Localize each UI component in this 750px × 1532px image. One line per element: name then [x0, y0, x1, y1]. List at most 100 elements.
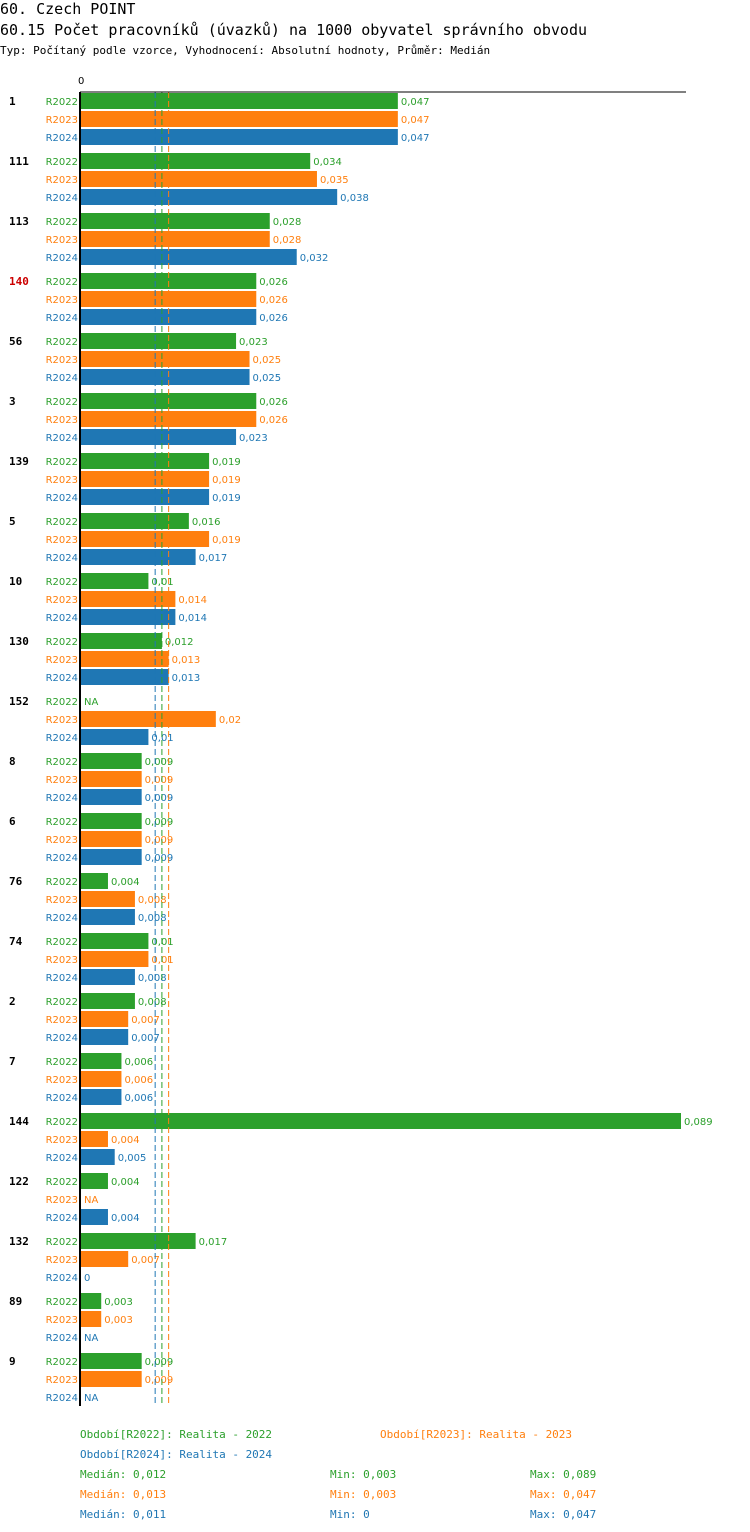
series-label: R2024	[46, 193, 78, 204]
bar	[81, 633, 162, 649]
group-label: 140	[9, 275, 29, 288]
series-label: R2022	[46, 697, 78, 708]
data-label: 0,017	[199, 1237, 228, 1248]
series-label: R2024	[46, 1033, 78, 1044]
data-label: 0,008	[138, 997, 167, 1008]
bar	[81, 651, 169, 667]
data-label: 0,034	[313, 157, 342, 168]
series-label: R2024	[46, 733, 78, 744]
series-label: R2024	[46, 1393, 78, 1404]
bar	[81, 453, 210, 469]
series-label: R2022	[46, 937, 78, 948]
data-label: NA	[84, 1393, 98, 1404]
bar	[81, 591, 176, 607]
data-label: NA	[84, 697, 98, 708]
series-label: R2022	[46, 517, 78, 528]
data-label: 0,038	[340, 193, 369, 204]
data-label: 0,003	[104, 1297, 133, 1308]
min-r2024: Min: 0	[330, 1508, 370, 1521]
data-label: 0,009	[145, 775, 174, 786]
bar	[81, 771, 142, 787]
data-label: 0,017	[199, 553, 228, 564]
series-label: R2024	[46, 433, 78, 444]
data-label: 0,003	[104, 1315, 133, 1326]
series-label: R2024	[46, 553, 78, 564]
bar	[81, 549, 196, 565]
series-label: R2023	[46, 235, 78, 246]
chart-title: 60. Czech POINT	[0, 0, 136, 18]
data-label: 0,009	[145, 793, 174, 804]
bar	[81, 1113, 681, 1129]
median-r2024: Medián: 0,011	[80, 1508, 167, 1521]
data-label: NA	[84, 1333, 98, 1344]
data-label: 0,008	[138, 895, 167, 906]
group-label: 5	[9, 515, 16, 528]
legend-r2022: Období[R2022]: Realita - 2022	[80, 1428, 273, 1441]
data-label: 0,016	[192, 517, 221, 528]
data-label: 0,019	[212, 475, 241, 486]
data-label: 0,009	[145, 1357, 174, 1368]
data-label: 0,026	[259, 295, 288, 306]
group-label: 1	[9, 95, 16, 108]
data-label: 0,023	[239, 433, 268, 444]
bar	[81, 1053, 122, 1069]
bar-chart: 0 1 R2022 0,047 R2023 0,047 R2024 0,047 111 R2022…	[9, 76, 713, 1406]
group-label: 111	[9, 155, 29, 168]
series-label: R2023	[46, 475, 78, 486]
series-label: R2023	[46, 1015, 78, 1026]
data-label: 0,004	[111, 1135, 140, 1146]
data-label: 0,019	[212, 535, 241, 546]
bar	[81, 249, 297, 265]
data-label: 0,004	[111, 877, 140, 888]
series-label: R2024	[46, 673, 78, 684]
chart-type-line: Typ: Počítaný podle vzorce, Vyhodnocení:…	[0, 44, 491, 57]
bar	[81, 813, 142, 829]
median-r2022: Medián: 0,012	[80, 1468, 167, 1481]
series-label: R2024	[46, 613, 78, 624]
series-label: R2024	[46, 1333, 78, 1344]
chart-subtitle: 60.15 Počet pracovníků (úvazků) na 1000 …	[0, 21, 587, 39]
bar	[81, 489, 210, 505]
series-label: R2022	[46, 577, 78, 588]
data-label: 0,009	[145, 1375, 174, 1386]
data-label: 0,025	[253, 373, 282, 384]
group-label: 74	[9, 935, 23, 948]
bar	[81, 1311, 102, 1327]
data-label: 0,032	[300, 253, 329, 264]
bar	[81, 1209, 108, 1225]
series-label: R2022	[46, 277, 78, 288]
series-label: R2023	[46, 1195, 78, 1206]
data-label: NA	[84, 1195, 98, 1206]
series-label: R2023	[46, 355, 78, 366]
bar	[81, 729, 149, 745]
bar	[81, 1233, 196, 1249]
bar	[81, 369, 250, 385]
series-label: R2022	[46, 1177, 78, 1188]
data-label: 0,006	[124, 1057, 153, 1068]
series-label: R2022	[46, 337, 78, 348]
series-label: R2024	[46, 913, 78, 924]
bar	[81, 351, 250, 367]
series-label: R2023	[46, 1315, 78, 1326]
bar	[81, 993, 135, 1009]
series-label: R2022	[46, 1117, 78, 1128]
series-label: R2024	[46, 1273, 78, 1284]
series-label: R2023	[46, 655, 78, 666]
data-label: 0,019	[212, 493, 241, 504]
bar	[81, 753, 142, 769]
data-label: 0,026	[259, 313, 288, 324]
bar	[81, 711, 216, 727]
series-label: R2023	[46, 595, 78, 606]
series-label: R2023	[46, 535, 78, 546]
bar	[81, 849, 142, 865]
data-label: 0,008	[138, 973, 167, 984]
data-label: 0,026	[259, 397, 288, 408]
group-label: 144	[9, 1115, 29, 1128]
group-label: 9	[9, 1355, 16, 1368]
group-label: 130	[9, 635, 29, 648]
bar	[81, 933, 149, 949]
data-label: 0,01	[151, 733, 173, 744]
group-label: 3	[9, 395, 16, 408]
data-label: 0,02	[219, 715, 241, 726]
series-label: R2023	[46, 775, 78, 786]
